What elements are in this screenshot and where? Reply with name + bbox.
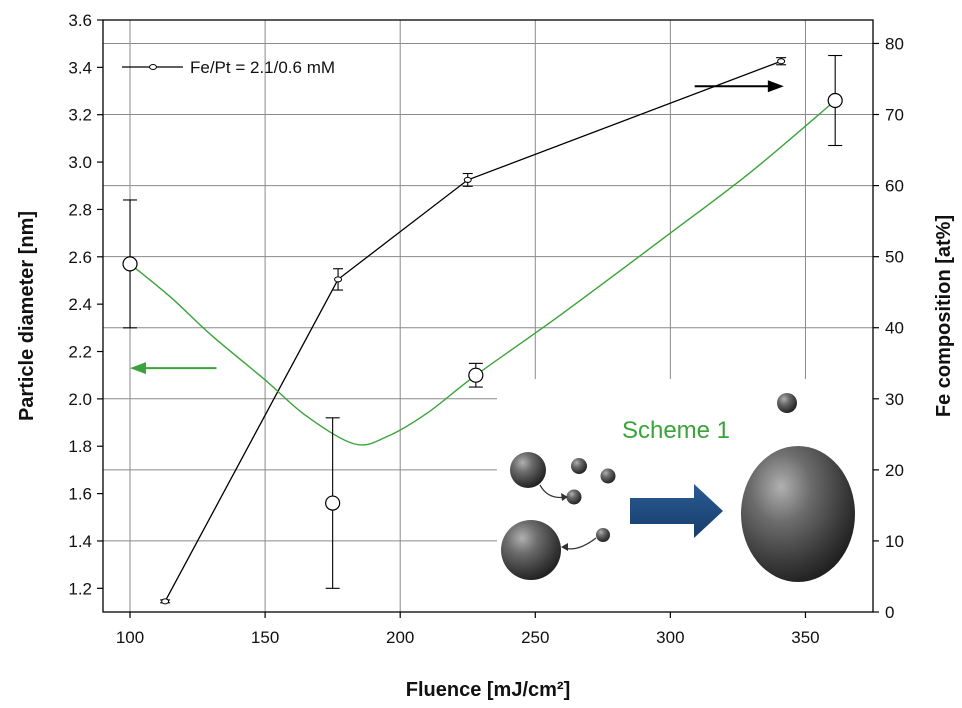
series-particle-diameter	[122, 54, 843, 589]
axes: 100 150 200 250 300 3501.21.41.61.82.02.22.42…	[16, 11, 955, 701]
x-tick-label: 200	[386, 628, 414, 647]
y-left-tick-label: 3.0	[68, 153, 92, 172]
particle-sphere	[566, 489, 582, 505]
legend-marker	[149, 64, 157, 70]
y-left-tick-label: 2.2	[68, 343, 92, 362]
y-right-tick-label: 0	[885, 603, 894, 622]
black-arrow-head	[767, 80, 784, 93]
y-right-tick-label: 30	[885, 390, 904, 409]
y-right-tick-label: 60	[885, 177, 904, 196]
x-axis-title: Fluence [mJ/cm²]	[406, 679, 570, 701]
y-right-tick-label: 20	[885, 461, 904, 480]
particle-sphere	[571, 458, 587, 474]
x-tick-label: 250	[521, 628, 549, 647]
y-right-tick-label: 10	[885, 532, 904, 551]
particle-sphere	[501, 520, 561, 580]
legend-label: Fe/Pt = 2.1/0.6 mM	[190, 58, 335, 77]
scheme-inset: Scheme 1	[497, 379, 874, 612]
large-particle-sphere	[741, 446, 855, 582]
x-tick-label: 350	[791, 628, 819, 647]
legend: Fe/Pt = 2.1/0.6 mM	[122, 58, 335, 77]
particle-sphere	[510, 452, 546, 488]
y-left-tick-label: 1.8	[68, 437, 92, 456]
y-right-tick-label: 80	[885, 34, 904, 53]
y-right-tick-label: 40	[885, 319, 904, 338]
growth-arrow	[630, 484, 723, 538]
green-arrow-head	[130, 362, 147, 375]
merge-curve-head	[561, 493, 568, 501]
y-right-axis-title: Fe composition [at%]	[933, 215, 955, 417]
series-line	[164, 60, 782, 602]
y-right-tick-label: 50	[885, 248, 904, 267]
y-left-tick-label: 1.6	[68, 485, 92, 504]
grid	[103, 20, 873, 612]
data-point	[468, 367, 484, 383]
y-left-tick-label: 2.8	[68, 200, 92, 219]
data-point	[463, 176, 472, 183]
y-left-tick-label: 3.2	[68, 106, 92, 125]
series-layer	[122, 54, 843, 605]
y-left-tick-label: 3.4	[68, 58, 92, 77]
data-point	[777, 58, 786, 65]
y-right-tick-label: 70	[885, 106, 904, 125]
data-point	[122, 256, 138, 272]
merge-curve-head	[561, 543, 568, 551]
x-tick-label: 150	[251, 628, 279, 647]
series-fe-composition	[160, 57, 787, 605]
y-left-tick-label: 3.6	[68, 11, 92, 30]
y-left-tick-label: 1.2	[68, 579, 92, 598]
inset-label: Scheme 1	[622, 417, 730, 444]
x-tick-label: 300	[656, 628, 684, 647]
y-left-tick-label: 2.6	[68, 248, 92, 267]
x-tick-label: 100	[116, 628, 144, 647]
data-point	[334, 276, 343, 283]
y-left-tick-label: 2.4	[68, 295, 92, 314]
data-point	[827, 92, 843, 109]
y-left-tick-label: 2.0	[68, 390, 92, 409]
series-line	[129, 99, 836, 446]
particle-sphere	[777, 393, 797, 413]
data-point	[161, 598, 170, 605]
annotations	[130, 80, 784, 375]
particle-sphere	[600, 468, 616, 484]
y-left-axis-title: Particle diameter [nm]	[16, 211, 38, 421]
data-point	[325, 495, 341, 511]
plot-frame	[102, 19, 874, 613]
y-left-tick-label: 1.4	[68, 532, 92, 551]
particle-sphere	[596, 528, 610, 542]
